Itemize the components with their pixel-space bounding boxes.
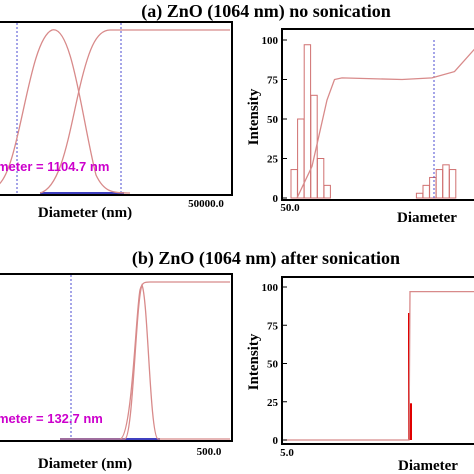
y-tick-label: 0 xyxy=(273,193,279,205)
y-tick-label: 100 xyxy=(262,282,279,294)
panel-b-cumulative-curve xyxy=(119,281,230,440)
bar xyxy=(316,158,325,199)
panel-b-right-frame xyxy=(281,276,474,445)
panel-b-diameter-annotation: meter = 132.7 nm xyxy=(0,411,103,426)
y-tick-label: 25 xyxy=(267,397,279,409)
panel-b-title: (b) ZnO (1064 nm) after sonication xyxy=(132,248,400,269)
panel-a-right-y-ticks: 0 25 50 75 100 xyxy=(262,35,287,205)
panel-b-left-chart: meter = 132.7 nm 500.0 Diameter (nm) xyxy=(0,273,233,472)
panel-a-cumulative-curve xyxy=(39,29,230,194)
panel-a-right-chart: 0 25 50 75 100 Intensity 50.0 Diameter xyxy=(246,28,474,226)
panel-a-left-xlabel: Diameter (nm) xyxy=(38,205,132,221)
panel-a-right-ylabel: Intensity xyxy=(246,88,262,145)
panel-a-title: (a) ZnO (1064 nm) no sonication xyxy=(141,1,391,22)
panel-a-right-xlabel: Diameter xyxy=(397,210,457,226)
y-tick-label: 25 xyxy=(267,154,279,166)
bar xyxy=(323,184,331,199)
panel-a-right-frame xyxy=(281,28,474,201)
y-tick-label: 75 xyxy=(267,75,279,87)
y-tick-label: 50 xyxy=(267,114,279,126)
panel-a-left-chart: meter = 1104.7 nm 50000.0 Diameter (nm) xyxy=(0,21,233,221)
panel-a-right-cumulative-curve xyxy=(296,48,474,199)
y-tick-label: 100 xyxy=(262,35,279,47)
panel-b-left-frame xyxy=(0,273,233,442)
bar xyxy=(310,94,318,199)
panel-a-left-x-tick: 50000.0 xyxy=(188,198,224,210)
panel-b-right-ylabel: Intensity xyxy=(246,333,262,390)
y-tick-label: 0 xyxy=(273,435,279,447)
panel-b-right-x-tick: 5.0 xyxy=(280,447,294,459)
y-tick-label: 75 xyxy=(267,320,279,332)
panel-a-diameter-annotation: meter = 1104.7 nm xyxy=(0,159,109,174)
y-tick-label: 50 xyxy=(267,359,279,371)
panel-a-right-x-tick: 50.0 xyxy=(280,202,300,214)
panel-b-right-cumulative-curve xyxy=(284,290,474,441)
panel-b-right-y-ticks: 0 25 50 75 100 xyxy=(262,282,287,447)
panel-b-right-chart: 0 25 50 75 100 Intensity 5.0 Diameter xyxy=(246,276,474,474)
panel-b-left-xlabel: Diameter (nm) xyxy=(38,456,132,472)
panel-b-right-xlabel: Diameter xyxy=(398,458,458,474)
panel-a-distribution-curve xyxy=(0,29,131,194)
panel-b-left-x-tick: 500.0 xyxy=(197,446,222,458)
bar xyxy=(448,169,457,199)
panel-a-bars xyxy=(290,44,457,199)
